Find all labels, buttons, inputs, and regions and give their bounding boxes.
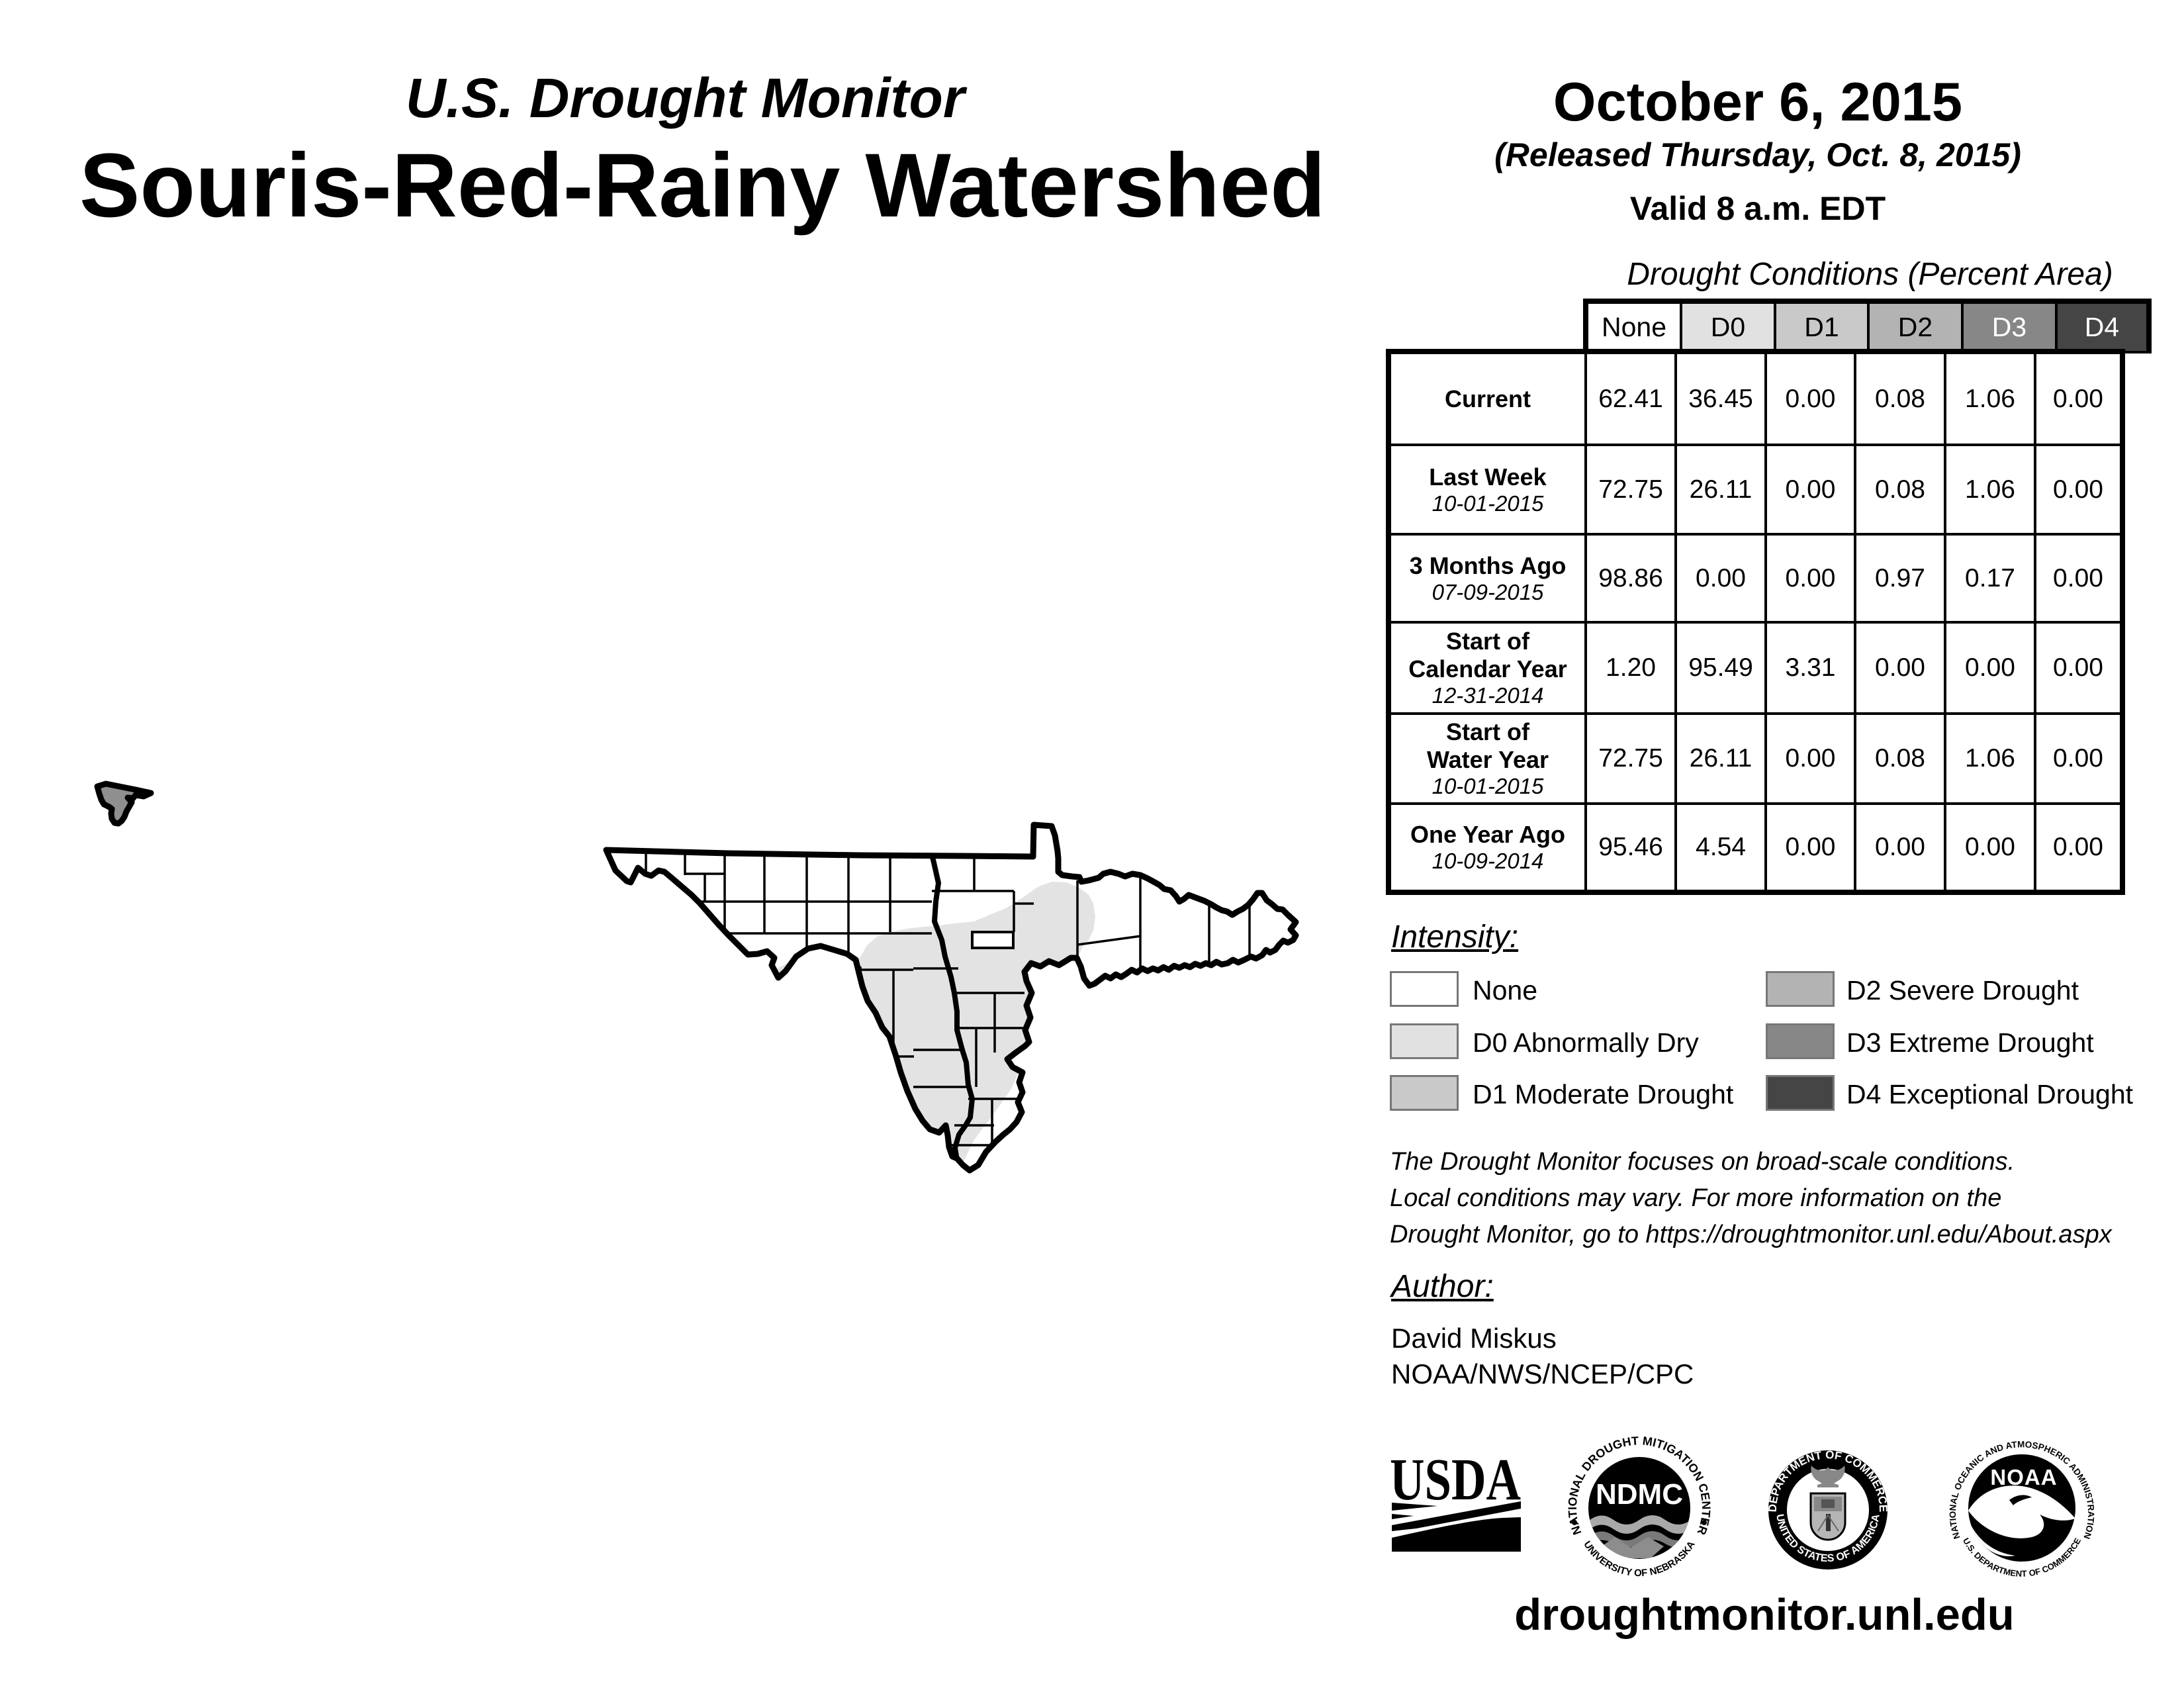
svg-text:USDA: USDA xyxy=(1390,1447,1521,1513)
svg-text:NDMC: NDMC xyxy=(1596,1478,1683,1511)
svg-text:NOAA: NOAA xyxy=(1990,1465,2057,1489)
